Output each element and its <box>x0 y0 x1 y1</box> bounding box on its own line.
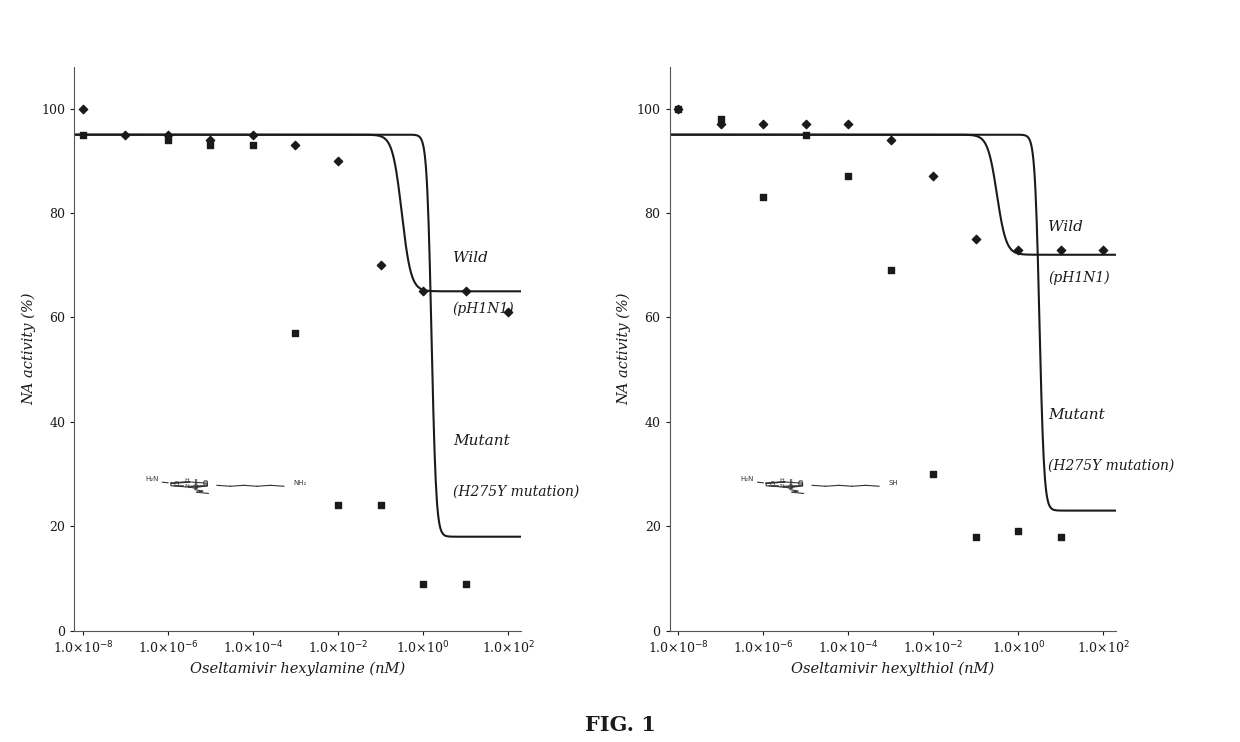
Point <box>455 578 475 590</box>
Point <box>711 118 730 130</box>
Point <box>668 102 688 114</box>
Text: O: O <box>202 480 208 486</box>
Text: O: O <box>787 485 792 490</box>
Point <box>796 118 816 130</box>
Point <box>243 128 263 140</box>
Point <box>201 134 221 146</box>
Text: O: O <box>797 480 804 486</box>
Point <box>880 134 900 146</box>
Point <box>455 286 475 298</box>
Text: O: O <box>797 482 804 487</box>
Text: Wild: Wild <box>1048 220 1083 234</box>
Y-axis label: NA activity (%): NA activity (%) <box>616 292 631 405</box>
Point <box>157 134 177 146</box>
Text: O: O <box>769 481 775 487</box>
Point <box>413 578 433 590</box>
X-axis label: Oseltamivir hexylamine (nM): Oseltamivir hexylamine (nM) <box>190 662 405 676</box>
Point <box>753 191 773 203</box>
Point <box>413 286 433 298</box>
Point <box>838 118 858 130</box>
Point <box>498 306 518 318</box>
Point <box>371 499 391 511</box>
Text: NH₂: NH₂ <box>294 480 306 486</box>
Text: (H275Y mutation): (H275Y mutation) <box>1048 459 1174 473</box>
Point <box>157 128 177 140</box>
Point <box>796 128 816 140</box>
Text: H₂N: H₂N <box>145 476 159 482</box>
Point <box>924 171 944 183</box>
Text: Mutant: Mutant <box>453 434 510 448</box>
Text: FIG. 1: FIG. 1 <box>584 715 656 735</box>
Point <box>329 499 348 511</box>
Text: SH: SH <box>889 480 898 486</box>
Text: O: O <box>174 481 180 487</box>
Point <box>73 128 93 140</box>
Point <box>1050 531 1070 542</box>
Point <box>753 118 773 130</box>
Point <box>1008 243 1028 255</box>
Point <box>201 139 221 151</box>
Text: ‖: ‖ <box>789 479 794 488</box>
Text: O: O <box>202 482 208 487</box>
Point <box>1050 243 1070 255</box>
Point <box>1008 525 1028 537</box>
Y-axis label: NA activity (%): NA activity (%) <box>21 292 36 405</box>
Point <box>243 139 263 151</box>
Point <box>924 468 944 480</box>
X-axis label: Oseltamivir hexylthiol (nM): Oseltamivir hexylthiol (nM) <box>791 662 994 676</box>
Text: (pH1N1): (pH1N1) <box>1048 270 1110 285</box>
Text: H₂N: H₂N <box>740 476 754 482</box>
Point <box>329 155 348 167</box>
Point <box>711 113 730 125</box>
Text: (pH1N1): (pH1N1) <box>453 302 515 316</box>
Text: H
N: H N <box>184 479 188 489</box>
Point <box>1094 243 1114 255</box>
Point <box>371 259 391 271</box>
Text: ‖: ‖ <box>193 479 198 488</box>
Text: Wild: Wild <box>453 252 487 265</box>
Point <box>966 531 986 542</box>
Point <box>966 233 986 245</box>
Text: (H275Y mutation): (H275Y mutation) <box>453 485 579 499</box>
Point <box>880 264 900 276</box>
Point <box>115 128 135 140</box>
Text: Mutant: Mutant <box>1048 408 1105 422</box>
Point <box>838 171 858 183</box>
Text: H
N: H N <box>779 479 784 489</box>
Point <box>73 102 93 114</box>
Point <box>285 139 305 151</box>
Point <box>285 327 305 339</box>
Text: O: O <box>192 485 197 490</box>
Point <box>668 102 688 114</box>
